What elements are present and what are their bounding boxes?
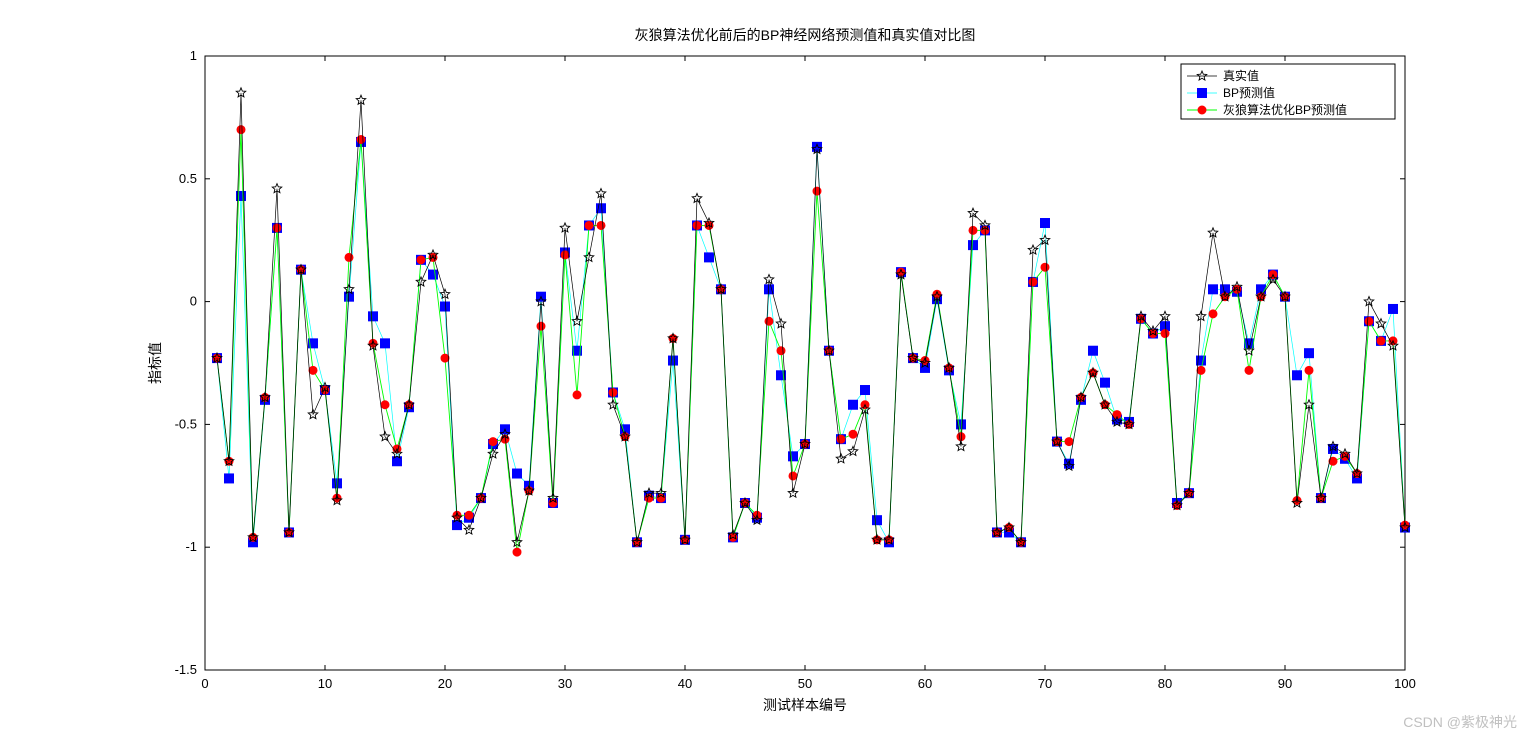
- y-tick-label: -1: [185, 539, 197, 554]
- x-tick-label: 90: [1278, 676, 1292, 691]
- x-tick-label: 50: [798, 676, 812, 691]
- axes-box: [205, 56, 1405, 670]
- series-bp: [213, 137, 1410, 546]
- x-tick-label: 70: [1038, 676, 1052, 691]
- y-axis-label: 指标值: [147, 342, 163, 384]
- watermark-text: CSDN @紫极神光: [1403, 712, 1517, 732]
- y-tick-label: -1.5: [175, 662, 197, 677]
- x-tick-label: 100: [1394, 676, 1416, 691]
- x-tick-label: 30: [558, 676, 572, 691]
- y-tick-label: -0.5: [175, 416, 197, 431]
- legend-label: 真实值: [1223, 68, 1259, 83]
- legend-label: 灰狼算法优化BP预测值: [1223, 102, 1347, 117]
- series-line-gwo: [217, 130, 1405, 552]
- x-tick-label: 20: [438, 676, 452, 691]
- line-chart: 0 10 20 30 40 50 60 70 80 90 100 -1.5 -1 -0.5 0 0.5 1 灰狼算…: [0, 0, 1537, 746]
- y-tick-label: 0.5: [179, 171, 197, 186]
- series-line-bp: [217, 142, 1405, 542]
- chart-title: 灰狼算法优化前后的BP神经网络预测值和真实值对比图: [635, 27, 976, 43]
- x-tick-label: 80: [1158, 676, 1172, 691]
- series-gwo: [213, 126, 1409, 556]
- x-tick-label: 0: [201, 676, 208, 691]
- x-tick-label: 10: [318, 676, 332, 691]
- legend: 真实值 BP预测值灰狼算法优化BP预测值: [1181, 64, 1395, 119]
- x-tick-label: 60: [918, 676, 932, 691]
- y-tick-label: 1: [190, 48, 197, 63]
- x-axis-label: 测试样本编号: [763, 697, 847, 713]
- y-tick-label: 0: [190, 294, 197, 309]
- legend-label: BP预测值: [1223, 85, 1275, 100]
- x-tick-label: 40: [678, 676, 692, 691]
